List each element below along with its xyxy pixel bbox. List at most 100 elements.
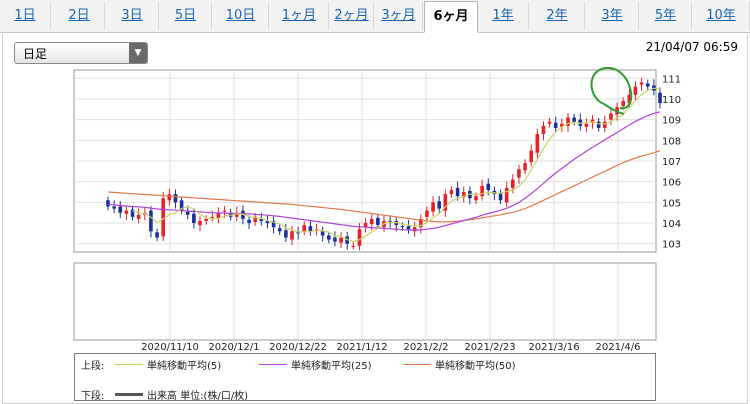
candle-body-9 — [161, 198, 165, 237]
tab-period-4[interactable]: 10日 — [213, 2, 269, 30]
y-tick-label-5: 108 — [662, 136, 681, 147]
legend-ma25-swatch — [259, 364, 287, 365]
legend-lower-label: 下段: — [81, 391, 105, 402]
candle-body-12 — [179, 200, 184, 211]
y-tick-label-2: 105 — [662, 198, 681, 209]
period-tab-bar: 1日 2日 3日 5日 10日 1ヶ月 2ヶ月 3ヶ月 6ヶ月 1年 2年 3年 5年 10年 — [0, 0, 750, 33]
candle-body-27 — [271, 220, 276, 228]
candle-body-49 — [406, 226, 411, 230]
candle-body-72 — [547, 121, 552, 124]
legend-ma25-label: 単純移動平均(25) — [291, 361, 372, 372]
tab-period-1[interactable]: 2日 — [54, 2, 105, 30]
chevron-down-icon: ▼ — [129, 43, 147, 63]
candle-body-76 — [572, 117, 576, 122]
candle-body-86 — [633, 86, 638, 95]
candle-body-19 — [222, 210, 227, 212]
annotation-circle — [590, 66, 633, 115]
candle-body-14 — [192, 213, 196, 224]
tab-period-6[interactable]: 2ヶ月 — [330, 2, 374, 30]
candle-body-77 — [578, 119, 583, 126]
candle-body-4 — [130, 209, 135, 217]
x-tick-label-0: 2020/11/10 — [141, 342, 199, 353]
tab-period-5[interactable]: 1ヶ月 — [270, 2, 329, 30]
candle-body-10 — [167, 194, 172, 201]
candle-body-42 — [363, 223, 368, 228]
candle-body-18 — [216, 212, 221, 218]
tab-period-0[interactable]: 1日 — [0, 2, 51, 30]
candle-body-88 — [645, 83, 650, 87]
candle-body-43 — [369, 218, 374, 225]
candle-body-87 — [639, 82, 644, 85]
y-tick-label-4: 107 — [662, 157, 681, 168]
price-timestamp: 21/04/07 06:59 — [645, 40, 738, 54]
ma50-line — [107, 150, 661, 223]
candle-body-33 — [308, 226, 313, 232]
candle-body-81 — [603, 121, 607, 128]
candle-body-29 — [284, 230, 288, 238]
legend-ma5-swatch — [115, 364, 143, 365]
candle-body-51 — [419, 218, 423, 228]
candle-body-30 — [290, 231, 294, 240]
tab-period-2[interactable]: 3日 — [106, 2, 159, 30]
candle-body-5 — [136, 214, 141, 219]
legend-ma50-label: 単純移動平均(50) — [435, 361, 516, 372]
candle-body-67 — [517, 169, 521, 178]
candle-body-50 — [412, 227, 417, 232]
legend-ma50-swatch — [403, 364, 431, 365]
legend-upper-label: 上段: — [81, 361, 105, 372]
tab-period-3[interactable]: 5日 — [160, 2, 212, 30]
tab-period-12[interactable]: 5年 — [640, 2, 692, 30]
candle-body-68 — [523, 163, 527, 171]
y-tick-label-7: 110 — [662, 95, 681, 106]
candle-body-21 — [235, 212, 239, 217]
tab-period-11[interactable]: 3年 — [586, 2, 639, 30]
candle-body-52 — [425, 210, 429, 217]
candle-body-56 — [449, 189, 454, 195]
candle-body-1 — [112, 206, 116, 209]
y-tick-label-8: 111 — [662, 74, 681, 85]
tab-period-9[interactable]: 1年 — [478, 2, 529, 30]
chart-legend: 上段: 単純移動平均(5) 単純移動平均(25) 単純移動平均(50) 下段: … — [74, 353, 656, 402]
x-tick-label-5: 2021/2/23 — [464, 342, 515, 353]
candle-body-24 — [253, 216, 257, 223]
candle-period-select[interactable]: 日足 ▼ — [14, 42, 148, 64]
candle-body-60 — [474, 196, 478, 201]
candle-body-36 — [327, 235, 331, 240]
x-tick-label-6: 2021/3/16 — [528, 342, 579, 353]
tab-period-8[interactable]: 6ヶ月 — [424, 1, 478, 33]
legend-ma5-label: 単純移動平均(5) — [147, 361, 222, 372]
candle-body-74 — [560, 123, 564, 127]
candle-body-16 — [204, 218, 208, 221]
candle-body-2 — [118, 206, 123, 213]
ma5-line — [132, 87, 661, 243]
tab-period-7[interactable]: 3ヶ月 — [375, 2, 423, 30]
candle-body-70 — [535, 134, 540, 153]
candle-body-61 — [480, 185, 484, 197]
candle-body-37 — [333, 237, 337, 242]
candle-body-54 — [437, 201, 441, 209]
candle-body-15 — [198, 220, 202, 226]
candle-body-28 — [277, 228, 282, 232]
candle-body-85 — [627, 94, 632, 104]
y-tick-label-3: 106 — [662, 178, 681, 189]
candle-body-23 — [247, 219, 251, 224]
candle-body-13 — [185, 211, 190, 215]
candle-body-25 — [259, 218, 264, 221]
candle-body-17 — [210, 216, 215, 218]
candle-body-38 — [339, 237, 343, 243]
candle-body-8 — [155, 232, 159, 238]
volume-panel — [73, 262, 657, 341]
x-tick-label-1: 2020/12/1 — [208, 342, 259, 353]
candle-period-value: 日足 — [23, 47, 48, 61]
candle-body-32 — [302, 225, 307, 232]
candle-body-78 — [584, 123, 589, 127]
candle-body-75 — [566, 117, 570, 126]
candle-body-48 — [400, 226, 405, 228]
candle-body-82 — [609, 113, 613, 120]
tab-period-10[interactable]: 2年 — [530, 2, 585, 30]
x-tick-label-3: 2021/1/12 — [336, 342, 387, 353]
x-tick-label-2: 2020/12/22 — [269, 342, 327, 353]
candle-body-90 — [658, 92, 662, 104]
candle-body-53 — [431, 202, 435, 212]
candle-body-84 — [621, 101, 625, 107]
